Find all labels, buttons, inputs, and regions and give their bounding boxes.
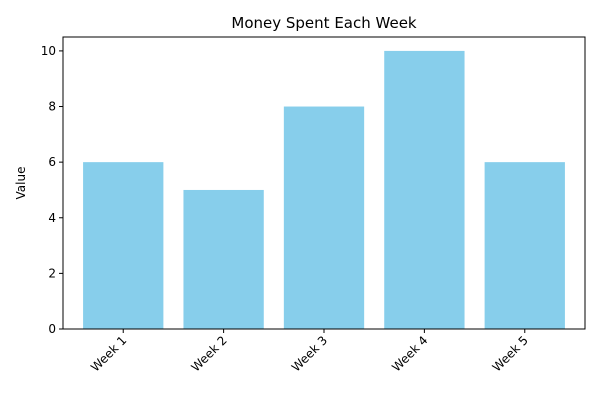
x-tick-label: Week 1 <box>88 333 129 374</box>
chart-title: Money Spent Each Week <box>231 14 417 32</box>
y-tick-label: 10 <box>41 44 56 58</box>
y-axis-label: Value <box>14 167 28 200</box>
bar-week-3 <box>283 106 365 330</box>
y-tick-label: 8 <box>48 100 56 114</box>
y-tick-label: 2 <box>48 266 56 280</box>
y-tick-label: 4 <box>48 211 56 225</box>
x-tick-label: Week 5 <box>490 333 531 374</box>
x-tick-label: Week 4 <box>389 333 430 374</box>
x-tick-label: Week 2 <box>188 333 229 374</box>
x-tick-label: Week 3 <box>289 333 330 374</box>
bar-week-5 <box>484 162 565 329</box>
bar-week-4 <box>384 50 465 330</box>
y-tick-label: 6 <box>48 155 56 169</box>
bar-week-1 <box>83 162 164 329</box>
bar-week-2 <box>183 189 264 329</box>
bars-layer <box>83 50 565 330</box>
y-tick-label: 0 <box>48 322 56 336</box>
